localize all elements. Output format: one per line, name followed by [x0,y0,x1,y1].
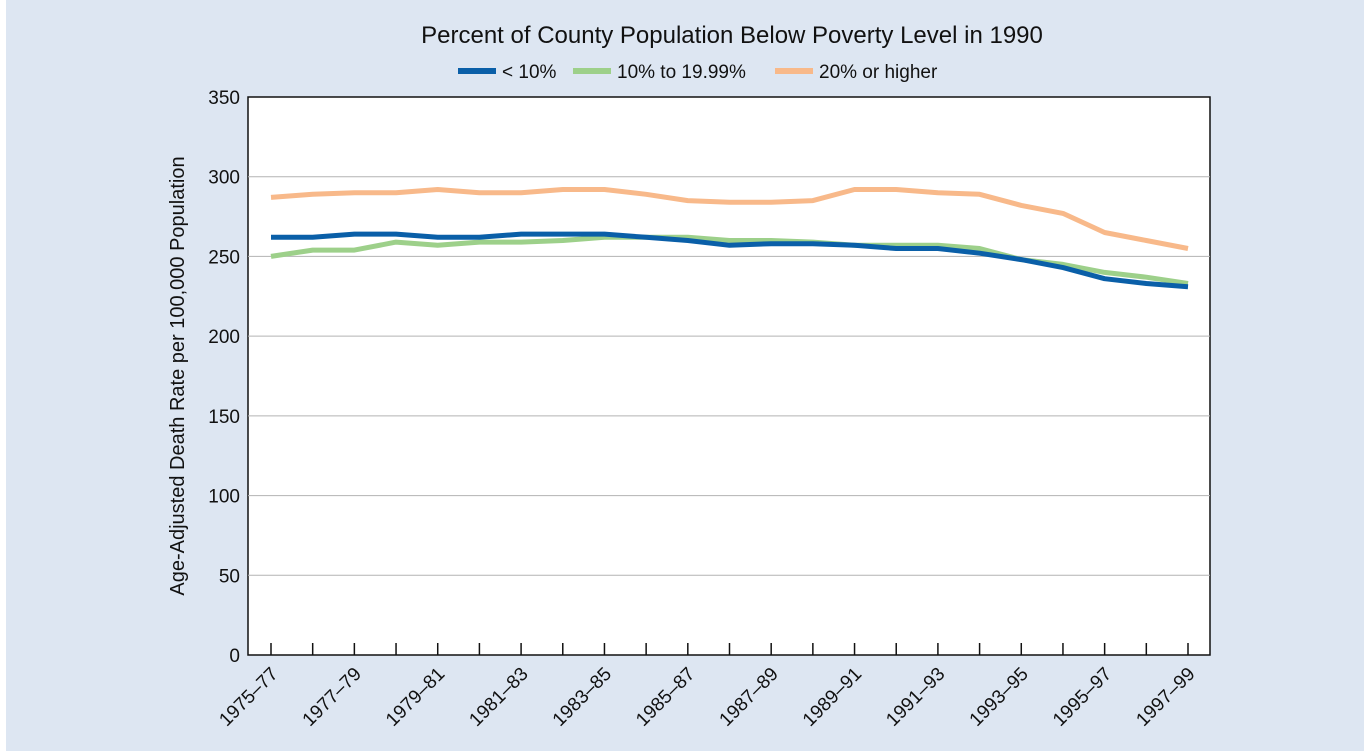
x-tick-label: 1987–89 [716,664,783,731]
legend-label: 20% or higher [819,62,938,83]
x-tick-label: 1979–81 [382,664,449,731]
y-axis-label: Age-Adjusted Death Rate per 100,000 Popu… [167,156,189,595]
y-tick-label: 100 [208,487,240,508]
x-tick-label: 1993–95 [966,664,1033,731]
x-tick-label: 1983–85 [549,664,616,731]
legend-label: 10% to 19.99% [617,62,746,83]
legend-label: < 10% [502,62,557,83]
plot-area [247,96,1211,656]
x-tick-label: 1995–97 [1049,664,1116,731]
series-lines [270,187,1189,290]
y-tick-label: 300 [208,168,240,189]
y-tick-label: 0 [229,646,240,667]
x-tick-label: 1997–99 [1132,664,1199,731]
y-axis-ticks: 0 50 100 150 200 250 300 350 [208,88,240,667]
chart-title: Percent of County Population Below Pover… [421,22,1043,49]
x-tick-label: 1985–87 [632,664,699,731]
series-line-2 [270,187,1189,251]
legend: < 10% 10% to 19.99% 20% or higher [458,62,938,83]
grid-lines [248,176,1210,576]
y-tick-label: 350 [208,88,240,109]
x-axis-ticks: 1975–77 1977–79 1979–81 1981–83 1983–85 1985–… [215,643,1200,731]
series-line-0 [271,231,1189,290]
y-tick-label: 50 [219,566,240,587]
x-tick-label: 1989–91 [799,664,866,731]
y-tick-label: 150 [208,407,240,428]
y-tick-label: 200 [208,327,240,348]
x-tick-label: 1981–83 [465,664,532,731]
x-tick-label: 1977–79 [299,664,366,731]
y-tick-label: 250 [208,247,240,268]
x-tick-label: 1991–93 [882,664,949,731]
x-tick-label: 1975–77 [215,664,282,731]
panel-left-edge [0,0,6,751]
